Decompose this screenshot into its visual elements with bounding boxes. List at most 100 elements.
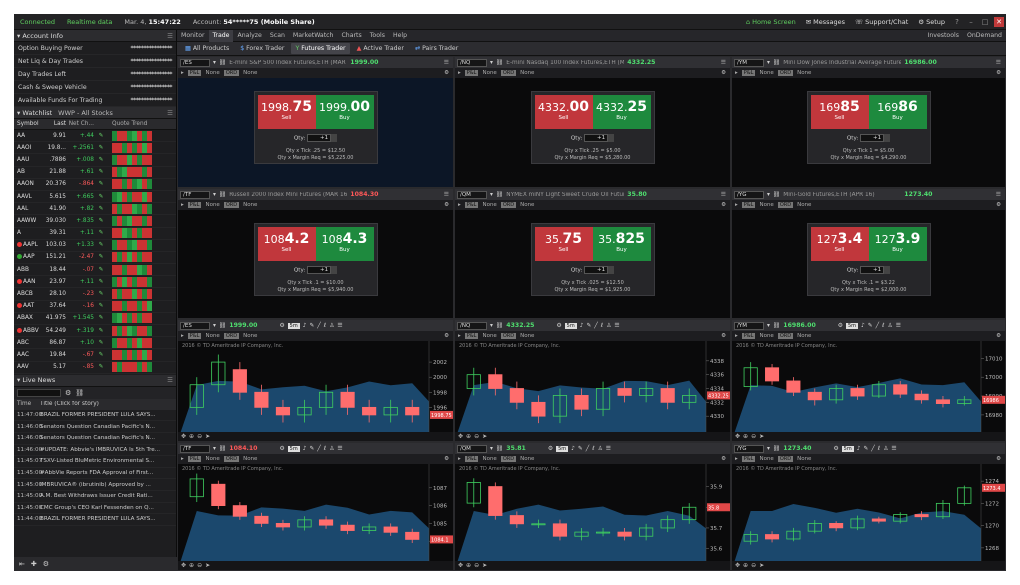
period-selector[interactable]: 5m [287, 322, 300, 329]
cursor-icon[interactable]: ➤ [205, 562, 211, 569]
watchlist-symbol[interactable]: AAN [14, 278, 40, 285]
news-title[interactable]: BRAZIL FORMER PRESIDENT LULA SAYS... [40, 412, 156, 419]
maximize-icon[interactable]: □ [981, 17, 989, 26]
quantity-stepper[interactable] [331, 266, 338, 274]
expand-icon[interactable]: ▸ [458, 333, 461, 339]
buy-button[interactable]: 4332.25 Buy [592, 95, 651, 129]
pencil-icon[interactable]: ✎ [309, 322, 315, 329]
news-title[interactable]: #UPDATE: Abbvie's IMBRUVICA Is 5th Tre..… [40, 446, 161, 453]
subtab-pairs-trader[interactable]: ⇄ Pairs Trader [414, 45, 459, 52]
home-screen-button[interactable]: ⌂ Home Screen [745, 17, 796, 26]
buy-button[interactable]: 16986 Buy [868, 95, 927, 129]
account-info-header[interactable]: ▾ Account Info ☰ [14, 30, 176, 42]
cursor-icon[interactable]: ➤ [482, 562, 488, 569]
news-title[interactable]: BRAZIL FORMER PRESIDENT LULA SAYS... [40, 516, 156, 523]
expand-icon[interactable]: ▸ [458, 456, 461, 462]
buy-button[interactable]: 1273.9 Buy [868, 227, 927, 261]
sound-icon[interactable]: ♪ [861, 322, 865, 329]
watchlist-symbol[interactable]: ABAX [17, 315, 33, 322]
news-title[interactable]: IMBRUVICA® (ibrutinib) Approved by ... [40, 481, 151, 488]
symbol-input[interactable]: /YM [734, 58, 764, 67]
quantity-input[interactable]: +1 [307, 134, 332, 142]
menu-icon[interactable]: ☰ [167, 108, 173, 117]
drawing-tools-icon[interactable]: ✥ [735, 562, 741, 569]
tab-charts[interactable]: Charts [341, 31, 362, 39]
dropdown-icon[interactable]: ▾ [767, 191, 770, 198]
watchlist-row[interactable]: AAN 23.97 +.11 ✎ [14, 276, 176, 289]
period-selector[interactable]: 5m [564, 322, 577, 329]
quantity-input[interactable]: +1 [584, 134, 609, 142]
symbol-input[interactable]: /TF [180, 190, 210, 199]
cursor-icon[interactable]: ➤ [482, 433, 488, 440]
watchlist-symbol[interactable]: AAON [17, 181, 34, 188]
watchlist-row[interactable]: ABAX 41.975 +1.545 ✎ [14, 313, 176, 325]
news-item[interactable]: 11:47:00 BRAZIL FORMER PRESIDENT LULA SAY… [14, 410, 176, 422]
pencil-icon[interactable]: ✎ [867, 322, 873, 329]
watchlist-row[interactable]: AAT 37.64 -.16 ✎ [14, 301, 176, 313]
trade-pencil-icon[interactable]: ✎ [98, 217, 104, 224]
menu-icon[interactable]: ☰ [614, 322, 620, 329]
line-tool-icon[interactable]: ╱ [317, 445, 321, 452]
sound-icon[interactable]: ♪ [571, 445, 575, 452]
link-icon[interactable]: ⛓ [495, 322, 504, 329]
gear-icon[interactable]: ⚙ [996, 456, 1001, 462]
news-filter-input[interactable] [17, 388, 61, 397]
collapse-sidebar-icon[interactable]: ⇤ [19, 560, 25, 568]
gear-icon[interactable]: ⚙ [721, 456, 726, 462]
buy-button[interactable]: 1084.3 Buy [315, 227, 374, 261]
menu-icon[interactable]: ☰ [891, 445, 897, 452]
quantity-stepper[interactable] [608, 134, 615, 142]
column-header[interactable]: Last [53, 121, 66, 127]
trade-pencil-icon[interactable]: ✎ [98, 242, 104, 249]
trade-pencil-icon[interactable]: ✎ [98, 193, 104, 200]
link-ondemand[interactable]: OnDemand [966, 31, 1002, 39]
symbol-input[interactable]: /NQ [457, 58, 487, 67]
drawing-tools-icon[interactable]: ✥ [458, 562, 464, 569]
column-header[interactable]: Net Ch... [68, 121, 94, 127]
settings-icon[interactable]: ⚙ [279, 445, 285, 452]
buy-button[interactable]: 1999.00 Buy [315, 95, 374, 129]
news-item[interactable]: 11:45:00 #AbbVie Reports FDA Approval of … [14, 468, 176, 480]
link-icon[interactable]: ⛓ [75, 388, 85, 397]
trade-pencil-icon[interactable]: ✎ [98, 266, 104, 273]
add-gadget-icon[interactable]: ✚ [30, 560, 37, 568]
tab-help[interactable]: Help [392, 31, 408, 39]
link-icon[interactable]: ⛓ [772, 445, 781, 452]
order-type-pill[interactable]: ORD [500, 333, 517, 339]
trade-pencil-icon[interactable]: ✎ [98, 132, 104, 139]
sell-button[interactable]: 1998.75 Sell [257, 95, 316, 129]
person-icon[interactable]: ♙ [606, 322, 612, 329]
dropdown-icon[interactable]: ▾ [490, 191, 493, 198]
drawing-tools-icon[interactable]: ✥ [458, 433, 464, 440]
watchlist-row[interactable]: ABCB 28.10 -.23 ✎ [14, 288, 176, 301]
studies-icon[interactable]: ℓ [592, 445, 595, 452]
trade-pencil-icon[interactable]: ✎ [98, 205, 104, 212]
expand-icon[interactable]: ▸ [181, 456, 184, 462]
order-type-pill[interactable]: P&L [741, 70, 756, 76]
settings-icon[interactable]: ⚙ [279, 322, 285, 329]
quantity-input[interactable]: +1 [307, 266, 332, 274]
link-icon[interactable]: ⛓ [772, 191, 781, 198]
zoom-in-icon[interactable]: ⊕ [466, 433, 472, 440]
subtab-futures-trader[interactable]: Y Futures Trader [291, 43, 350, 54]
watchlist-row[interactable]: AAU .7886 +.008 ✎ [14, 154, 176, 167]
dropdown-icon[interactable]: ▾ [490, 59, 493, 66]
zoom-in-icon[interactable]: ⊕ [743, 433, 749, 440]
tab-marketwatch[interactable]: MarketWatch [292, 31, 334, 39]
quantity-input[interactable]: +1 [860, 266, 885, 274]
quantity-stepper[interactable] [331, 134, 338, 142]
menu-icon[interactable]: ☰ [443, 59, 449, 66]
person-icon[interactable]: ♙ [329, 322, 335, 329]
menu-icon[interactable]: ☰ [995, 191, 1001, 198]
studies-icon[interactable]: ℓ [323, 445, 327, 452]
news-title[interactable]: Senators Question Canadian Pacific's N..… [40, 435, 156, 442]
pencil-icon[interactable]: ✎ [863, 445, 869, 452]
menu-icon[interactable]: ☰ [443, 191, 449, 198]
setup-button[interactable]: ⚙ Setup [918, 17, 945, 26]
line-tool-icon[interactable]: ╱ [317, 322, 321, 329]
watchlist-name[interactable]: WWP - All Stocks [58, 108, 113, 117]
watchlist-row[interactable]: AAV 5.17 -.85 ✎ [14, 362, 176, 374]
dropdown-icon[interactable]: ▾ [767, 445, 770, 452]
zoom-out-icon[interactable]: ⊖ [474, 562, 480, 569]
gear-icon[interactable]: ⚙ [444, 333, 449, 339]
